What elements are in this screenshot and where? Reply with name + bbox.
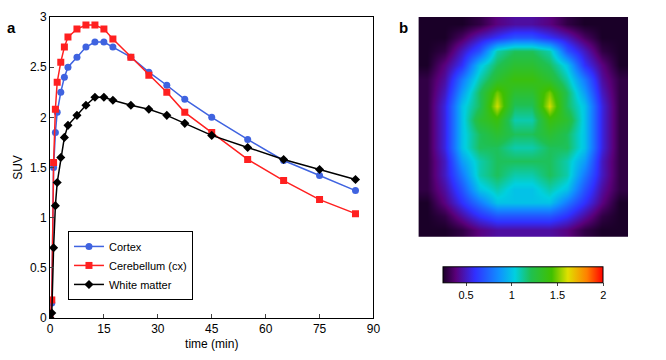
svg-text:15: 15 bbox=[97, 322, 111, 336]
svg-text:0.5: 0.5 bbox=[458, 289, 473, 301]
svg-text:1.5: 1.5 bbox=[550, 289, 565, 301]
svg-text:45: 45 bbox=[205, 322, 219, 336]
svg-text:Cortex: Cortex bbox=[109, 241, 142, 253]
svg-text:0: 0 bbox=[47, 322, 54, 336]
svg-text:time (min): time (min) bbox=[185, 337, 238, 351]
svg-text:1: 1 bbox=[509, 289, 515, 301]
svg-text:75: 75 bbox=[313, 322, 327, 336]
svg-text:1.5: 1.5 bbox=[30, 161, 47, 175]
svg-text:White matter: White matter bbox=[109, 279, 172, 291]
svg-text:60: 60 bbox=[259, 322, 273, 336]
svg-text:2.5: 2.5 bbox=[30, 60, 47, 74]
svg-text:SUV: SUV bbox=[11, 155, 25, 180]
svg-text:1: 1 bbox=[40, 211, 47, 225]
svg-text:2: 2 bbox=[600, 289, 606, 301]
svg-text:30: 30 bbox=[151, 322, 165, 336]
svg-text:0: 0 bbox=[40, 311, 47, 325]
svg-text:Cerebellum (cx): Cerebellum (cx) bbox=[109, 260, 187, 272]
svg-text:b: b bbox=[399, 19, 408, 36]
svg-text:3: 3 bbox=[40, 10, 47, 24]
svg-text:90: 90 bbox=[367, 322, 381, 336]
svg-text:0.5: 0.5 bbox=[30, 261, 47, 275]
svg-text:2: 2 bbox=[40, 111, 47, 125]
svg-text:a: a bbox=[7, 19, 16, 36]
